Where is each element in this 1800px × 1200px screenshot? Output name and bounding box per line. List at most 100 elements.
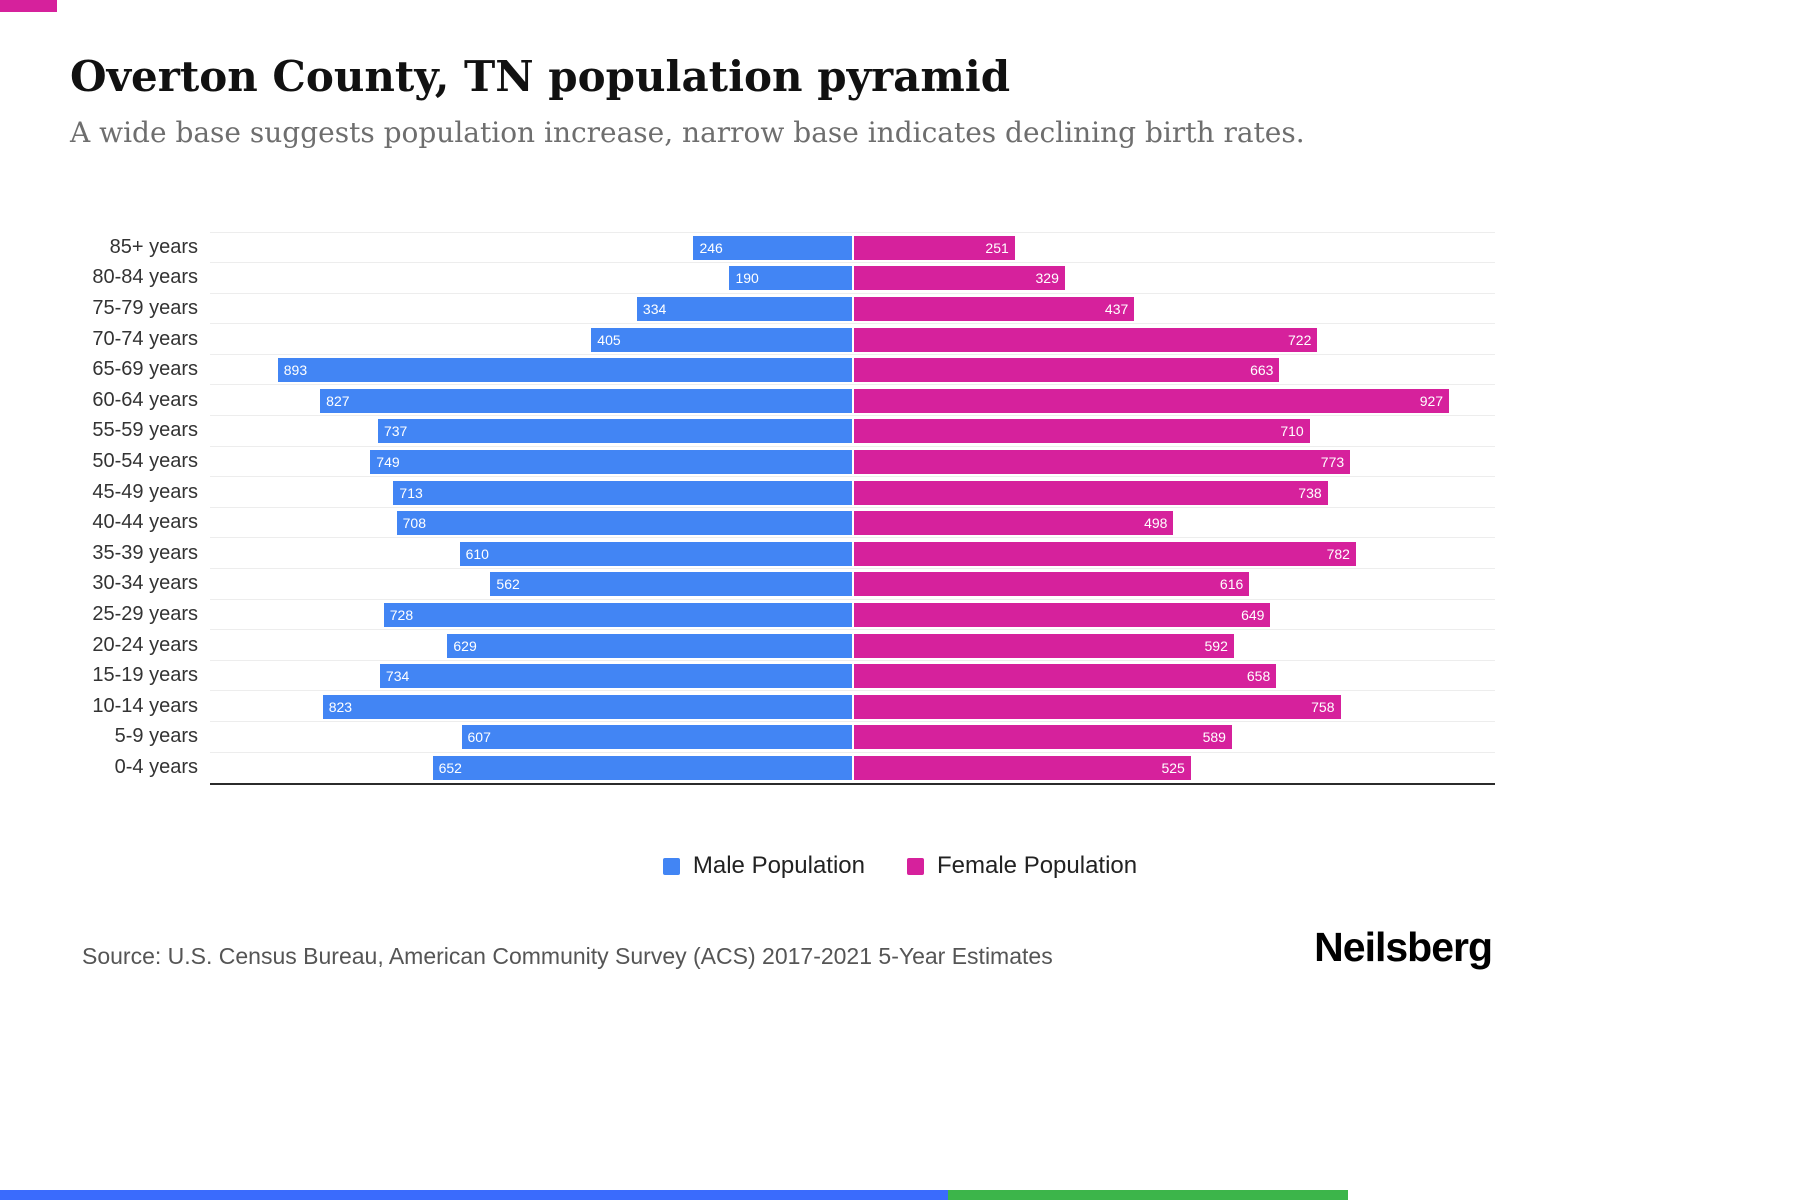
male-value-label: 827	[326, 392, 350, 409]
female-bar: 525	[853, 755, 1191, 780]
age-group-label: 65-69 years	[92, 358, 198, 381]
male-bar: 713	[393, 480, 852, 505]
population-pyramid-chart: 85+ years 246 251 80-84 years 190 329 75-79 ye…	[0, 231, 1800, 785]
male-value-label: 734	[385, 668, 410, 685]
male-value-label: 737	[383, 423, 408, 440]
row-canvas: 610 782	[210, 537, 1495, 569]
male-legend-label: Male Population	[692, 852, 865, 879]
age-group-label: 80-84 years	[92, 266, 198, 289]
age-group-label: 75-79 years	[92, 296, 198, 319]
female-value-label: 437	[1104, 300, 1129, 317]
female-bar: 738	[853, 480, 1328, 505]
male-value-label: 652	[438, 759, 462, 776]
row-canvas: 737 710	[210, 415, 1495, 447]
male-bar: 827	[320, 388, 852, 413]
male-bar: 708	[396, 511, 852, 536]
row-canvas: 405 722	[210, 323, 1495, 355]
row-canvas: 749 773	[210, 445, 1495, 478]
male-value-label: 190	[735, 270, 759, 287]
female-bar: 437	[853, 296, 1135, 321]
row-canvas: 190 329	[210, 262, 1495, 294]
female-value-label: 589	[1202, 729, 1226, 746]
row-canvas: 334 437	[210, 292, 1495, 325]
female-bar: 782	[853, 541, 1356, 566]
male-value-label: 823	[328, 698, 353, 715]
row-canvas: 652 525	[210, 751, 1495, 784]
female-value-label: 710	[1280, 423, 1304, 440]
x-axis-line	[210, 782, 1495, 785]
female-legend-label: Female Population	[937, 852, 1138, 879]
row-canvas: 562 616	[210, 568, 1495, 600]
chart-row: 30-34 years 562 616	[0, 568, 1800, 600]
male-bar: 405	[591, 327, 852, 352]
age-group-label: 20-24 years	[92, 633, 198, 656]
male-bar: 562	[490, 572, 852, 597]
male-bar: 737	[377, 419, 852, 444]
age-group-label: 35-39 years	[92, 541, 198, 564]
female-bar: 663	[853, 358, 1280, 383]
age-group-label: 45-49 years	[92, 480, 198, 503]
female-value-label: 498	[1144, 515, 1168, 532]
female-value-label: 758	[1311, 698, 1335, 715]
male-value-label: 713	[399, 484, 423, 501]
age-group-label: 85+ years	[109, 235, 198, 258]
female-value-label: 649	[1241, 606, 1265, 623]
female-bar: 649	[853, 602, 1271, 627]
chart-row: 65-69 years 893 663	[0, 353, 1800, 385]
age-group-label: 50-54 years	[92, 449, 198, 472]
age-group-label: 60-64 years	[92, 388, 198, 411]
row-canvas: 734 658	[210, 659, 1495, 692]
female-bar: 592	[853, 633, 1234, 658]
row-canvas: 708 498	[210, 506, 1495, 539]
source-attribution: Source: U.S. Census Bureau, American Com…	[82, 943, 1053, 969]
female-bar: 616	[853, 572, 1250, 597]
female-bar: 722	[853, 327, 1318, 352]
bottom-blue-bar	[0, 1190, 948, 1200]
chart-row: 70-74 years 405 722	[0, 323, 1800, 355]
chart-title: Overton County, TN population pyramid	[70, 52, 1011, 101]
female-bar: 329	[853, 266, 1065, 291]
female-value-label: 658	[1246, 668, 1271, 685]
chart-row: 75-79 years 334 437	[0, 292, 1800, 325]
row-canvas: 713 738	[210, 476, 1495, 508]
female-bar: 251	[853, 235, 1015, 260]
male-bar: 823	[322, 694, 852, 719]
male-bar: 728	[383, 602, 852, 627]
female-value-label: 663	[1250, 362, 1274, 379]
chart-rows: 85+ years 246 251 80-84 years 190 329 75-79 ye…	[0, 231, 1800, 784]
chart-subtitle: A wide base suggests population increase…	[70, 116, 1305, 149]
male-bar: 893	[277, 358, 852, 383]
female-bar: 927	[853, 388, 1450, 413]
female-bar: 710	[853, 419, 1310, 444]
bottom-green-bar	[948, 1190, 1348, 1200]
male-value-label: 246	[699, 239, 723, 256]
male-bar: 734	[379, 664, 852, 689]
chart-row: 10-14 years 823 758	[0, 690, 1800, 722]
female-value-label: 773	[1320, 453, 1345, 470]
top-accent-bar	[0, 0, 57, 12]
chart-row: 50-54 years 749 773	[0, 445, 1800, 478]
female-value-label: 251	[985, 239, 1009, 256]
male-bar: 190	[729, 266, 852, 291]
age-group-label: 0-4 years	[114, 755, 198, 778]
age-group-label: 10-14 years	[92, 694, 198, 717]
chart-row: 0-4 years 652 525	[0, 751, 1800, 784]
age-group-label: 25-29 years	[92, 602, 198, 625]
row-canvas: 823 758	[210, 690, 1495, 722]
male-bar: 629	[447, 633, 852, 658]
male-bar: 334	[636, 296, 852, 321]
male-legend-swatch	[662, 857, 680, 875]
age-group-label: 30-34 years	[92, 572, 198, 595]
female-bar: 758	[853, 694, 1341, 719]
female-bar: 498	[853, 511, 1174, 536]
male-bar: 246	[693, 235, 852, 260]
chart-row: 45-49 years 713 738	[0, 476, 1800, 508]
female-value-label: 525	[1161, 759, 1185, 776]
female-bar: 589	[853, 725, 1232, 750]
age-group-label: 55-59 years	[92, 419, 198, 442]
male-bar: 610	[459, 541, 852, 566]
male-value-label: 562	[496, 576, 520, 593]
female-value-label: 927	[1419, 392, 1444, 409]
male-value-label: 728	[389, 606, 414, 623]
